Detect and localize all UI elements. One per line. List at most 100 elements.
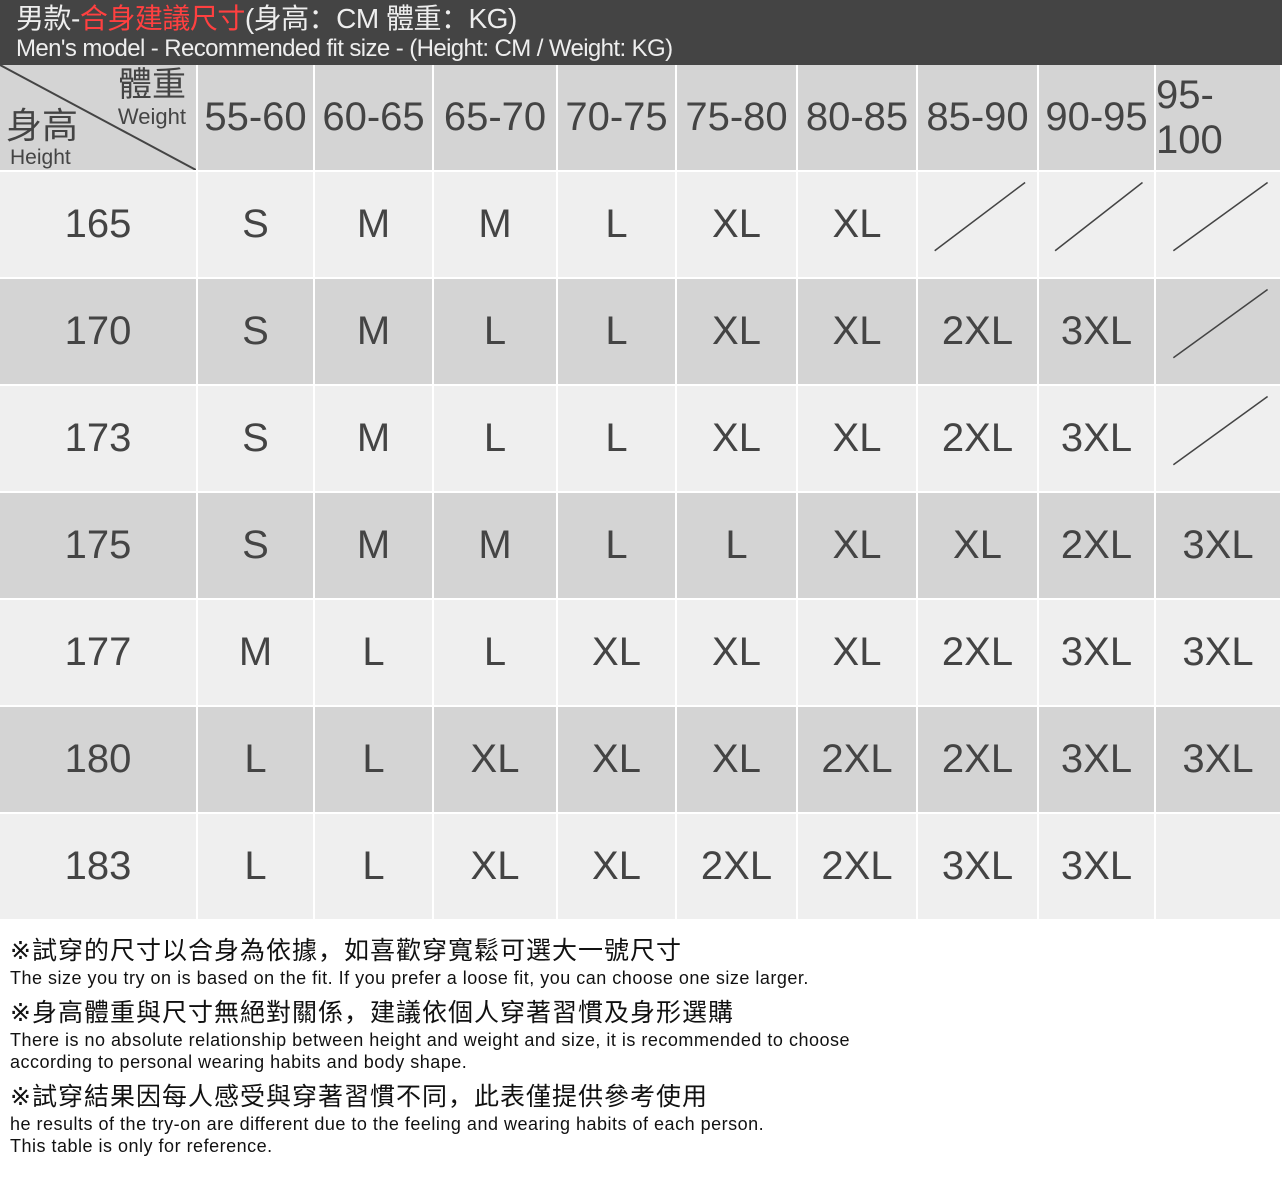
- size-cell: 3XL: [918, 814, 1039, 921]
- unavailable-cell: [1156, 172, 1282, 279]
- height-label-zh: 身高: [6, 105, 79, 146]
- title-bar: 男款-合身建議尺寸(身高：CM 體重：KG) Men's model - Rec…: [0, 0, 1282, 65]
- size-cell: 3XL: [1156, 600, 1282, 707]
- size-cell: XL: [798, 493, 918, 600]
- size-cell: M: [434, 493, 558, 600]
- slash-icon: [1156, 386, 1280, 491]
- title-highlight: 合身建議尺寸: [79, 3, 246, 34]
- slash-icon: [1039, 172, 1154, 277]
- size-cell: 2XL: [798, 707, 918, 814]
- note-zh: ※試穿結果因每人感受與穿著習慣不同，此表僅提供參考使用: [10, 1083, 708, 1111]
- title-prefix: 男款-: [16, 3, 80, 34]
- size-cell: XL: [677, 172, 798, 279]
- size-cell: M: [315, 386, 434, 493]
- size-cell: [1156, 814, 1282, 921]
- note-en: The size you try on is based on the fit.…: [10, 968, 809, 988]
- size-cell: 2XL: [918, 279, 1039, 386]
- size-cell: 3XL: [1156, 493, 1282, 600]
- weight-header: 55-60: [198, 65, 315, 172]
- size-cell: XL: [798, 172, 918, 279]
- size-cell: L: [558, 493, 677, 600]
- height-cell: 175: [0, 493, 198, 600]
- weight-label-zh: 體重: [118, 66, 186, 104]
- size-cell: XL: [798, 386, 918, 493]
- height-cell: 165: [0, 172, 198, 279]
- note-item: ※試穿的尺寸以合身為依據，如喜歡穿寬鬆可選大一號尺寸 The size you t…: [10, 935, 1282, 989]
- height-cell: 183: [0, 814, 198, 921]
- size-cell: XL: [677, 386, 798, 493]
- weight-header: 60-65: [315, 65, 434, 172]
- size-cell: L: [434, 600, 558, 707]
- size-cell: 2XL: [677, 814, 798, 921]
- size-cell: S: [198, 386, 315, 493]
- size-cell: L: [434, 279, 558, 386]
- height-cell: 177: [0, 600, 198, 707]
- weight-header: 85-90: [918, 65, 1039, 172]
- title-zh: 男款-合身建議尺寸(身高：CM 體重：KG): [16, 3, 1282, 35]
- size-cell: 3XL: [1039, 707, 1156, 814]
- size-cell: M: [315, 493, 434, 600]
- size-cell: M: [315, 172, 434, 279]
- size-cell: L: [558, 279, 677, 386]
- size-cell: 2XL: [918, 707, 1039, 814]
- size-cell: 3XL: [1156, 707, 1282, 814]
- slash-icon: [1156, 279, 1280, 384]
- size-cell: L: [434, 386, 558, 493]
- diagonal-divider: [0, 65, 196, 170]
- size-cell: 3XL: [1039, 279, 1156, 386]
- note-zh: ※試穿的尺寸以合身為依據，如喜歡穿寬鬆可選大一號尺寸: [10, 937, 682, 965]
- weight-header: 80-85: [798, 65, 918, 172]
- size-cell: XL: [558, 814, 677, 921]
- size-cell: L: [315, 707, 434, 814]
- size-cell: XL: [434, 814, 558, 921]
- title-suffix: (身高：CM 體重：KG): [244, 3, 517, 34]
- size-cell: 3XL: [1039, 600, 1156, 707]
- weight-header: 65-70: [434, 65, 558, 172]
- size-cell: XL: [677, 279, 798, 386]
- height-cell: 173: [0, 386, 198, 493]
- size-cell: L: [198, 707, 315, 814]
- note-en: There is no absolute relationship betwee…: [10, 1030, 850, 1050]
- size-cell: 2XL: [1039, 493, 1156, 600]
- size-cell: S: [198, 279, 315, 386]
- size-cell: XL: [558, 600, 677, 707]
- slash-icon: [1156, 172, 1280, 277]
- size-cell: XL: [677, 600, 798, 707]
- size-cell: L: [198, 814, 315, 921]
- size-cell: 3XL: [1039, 814, 1156, 921]
- size-cell: L: [315, 814, 434, 921]
- height-cell: 180: [0, 707, 198, 814]
- size-cell: L: [558, 172, 677, 279]
- note-item: ※試穿結果因每人感受與穿著習慣不同，此表僅提供參考使用 he results of…: [10, 1081, 1282, 1157]
- weight-header: 75-80: [677, 65, 798, 172]
- note-zh: ※身高體重與尺寸無絕對關係，建議依個人穿著習慣及身形選購: [10, 999, 734, 1027]
- size-cell: M: [198, 600, 315, 707]
- size-cell: L: [677, 493, 798, 600]
- note-item: ※身高體重與尺寸無絕對關係，建議依個人穿著習慣及身形選購 There is no …: [10, 997, 1282, 1073]
- height-label-en: Height: [10, 146, 71, 169]
- size-table: 體重 Weight 身高 Height 55-60 60-65 65-70 70-75…: [0, 65, 1282, 921]
- size-cell: M: [315, 279, 434, 386]
- title-en: Men's model - Recommended fit size - (He…: [16, 35, 673, 62]
- size-cell: L: [558, 386, 677, 493]
- unavailable-cell: [1156, 386, 1282, 493]
- size-cell: XL: [798, 600, 918, 707]
- size-cell: XL: [434, 707, 558, 814]
- note-en: he results of the try-on are different d…: [10, 1114, 765, 1134]
- slash-icon: [918, 172, 1037, 277]
- size-cell: 2XL: [918, 386, 1039, 493]
- size-cell: S: [198, 493, 315, 600]
- size-cell: XL: [918, 493, 1039, 600]
- size-cell: M: [434, 172, 558, 279]
- size-cell: L: [315, 600, 434, 707]
- size-cell: S: [198, 172, 315, 279]
- unavailable-cell: [1039, 172, 1156, 279]
- unavailable-cell: [1156, 279, 1282, 386]
- corner-header: 體重 Weight 身高 Height: [0, 65, 198, 172]
- size-cell: XL: [677, 707, 798, 814]
- size-cell: 2XL: [918, 600, 1039, 707]
- height-cell: 170: [0, 279, 198, 386]
- unavailable-cell: [918, 172, 1039, 279]
- size-cell: XL: [558, 707, 677, 814]
- weight-header: 95-100: [1156, 65, 1282, 172]
